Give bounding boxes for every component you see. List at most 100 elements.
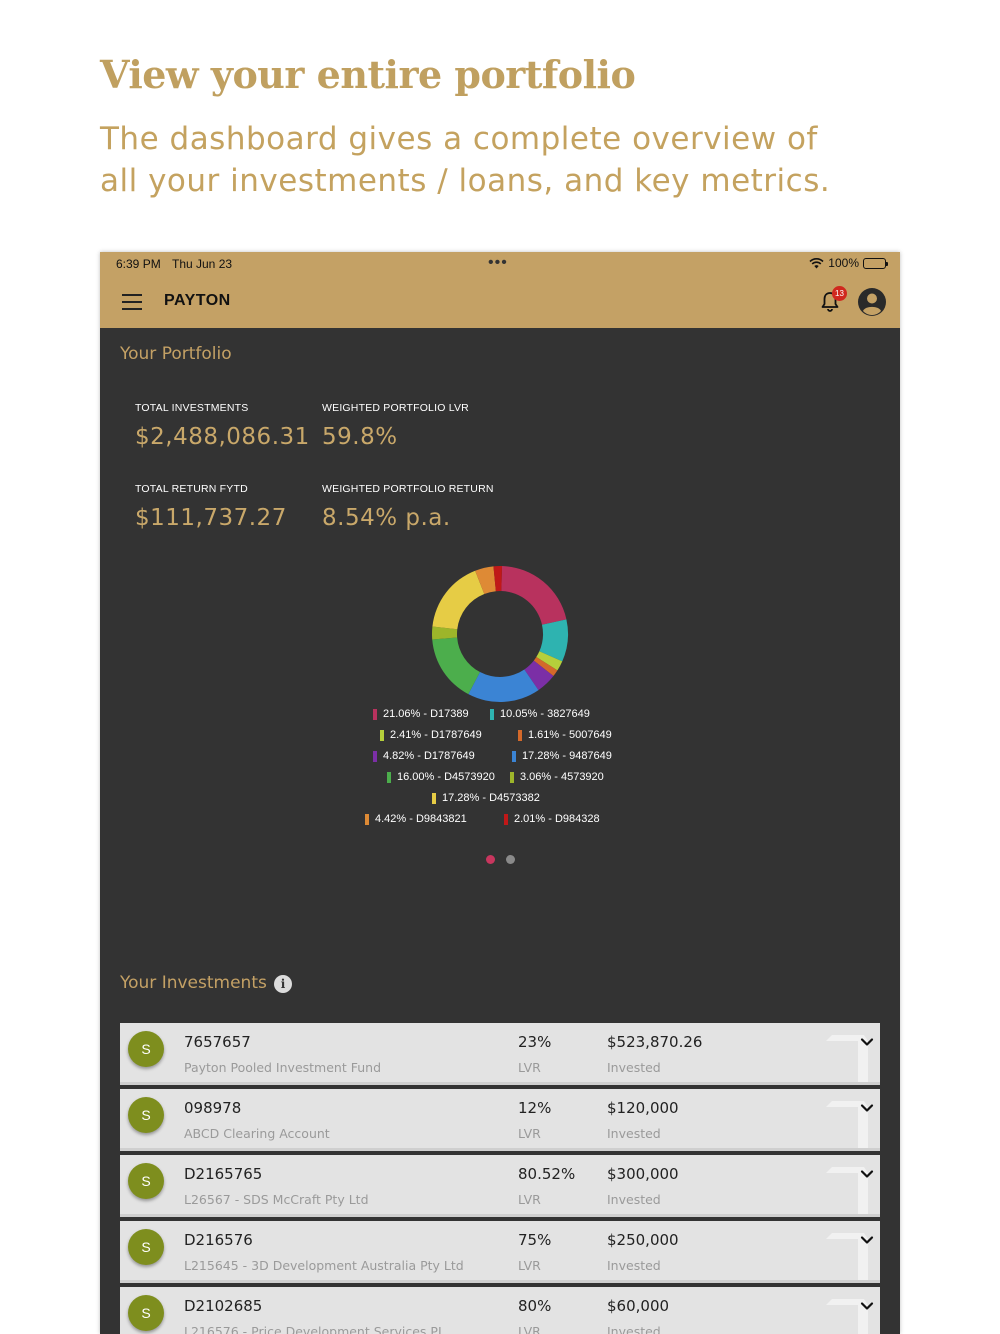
marketing-subheadline: The dashboard gives a complete overview … (100, 121, 831, 199)
investment-name: L215645 - 3D Development Australia Pty L… (184, 1258, 464, 1273)
legend-item-10: 2.01% - D984328 (504, 813, 600, 825)
investment-name: L26567 - SDS McCraft Pty Ltd (184, 1192, 369, 1207)
investment-lvr-label: LVR (518, 1324, 541, 1334)
chart-pager (486, 855, 515, 864)
investment-avatar: S (128, 1163, 164, 1199)
investment-lvr: 12% (518, 1099, 552, 1117)
battery-icon (863, 257, 888, 269)
total-investments-label: TOTAL INVESTMENTS (135, 402, 249, 414)
legend-swatch (510, 771, 514, 783)
legend-label: 1.61% - 5007649 (528, 729, 612, 741)
investment-card[interactable]: S 7657657 Payton Pooled Investment Fund … (120, 1023, 880, 1085)
donut-slice-4[interactable] (524, 660, 554, 691)
legend-label: 2.01% - D984328 (514, 813, 600, 825)
donut-slice-1[interactable] (539, 619, 568, 662)
investment-lvr-label: LVR (518, 1126, 541, 1141)
legend-item-7: 3.06% - 4573920 (510, 771, 604, 783)
chevron-down-icon[interactable] (860, 1299, 874, 1313)
legend-item-3: 1.61% - 5007649 (518, 729, 612, 741)
donut-slice-10[interactable] (493, 566, 503, 592)
investment-avatar: S (128, 1229, 164, 1265)
card-watermark-icon (826, 1233, 868, 1280)
legend-item-4: 4.82% - D1787649 (373, 750, 475, 762)
legend-swatch (373, 708, 377, 720)
chevron-down-icon[interactable] (860, 1035, 874, 1049)
profile-icon[interactable] (857, 287, 887, 317)
chevron-down-icon[interactable] (860, 1233, 874, 1247)
legend-item-8: 17.28% - D4573382 (432, 792, 540, 804)
multitasking-dots-icon[interactable]: ••• (488, 254, 508, 271)
legend-label: 10.05% - 3827649 (500, 708, 590, 720)
donut-slice-2[interactable] (536, 651, 563, 671)
investment-card[interactable]: S 098978 ABCD Clearing Account 12% LVR $… (120, 1089, 880, 1151)
legend-swatch (432, 792, 436, 804)
legend-item-5: 17.28% - 9487649 (512, 750, 612, 762)
card-watermark-icon (826, 1299, 868, 1334)
investment-id: D2165765 (184, 1165, 263, 1183)
legend-item-9: 4.42% - D9843821 (365, 813, 467, 825)
brand-title: PAYTON (164, 292, 231, 309)
investment-avatar: S (128, 1031, 164, 1067)
notification-badge: 13 (832, 286, 847, 301)
donut-slice-3[interactable] (533, 657, 558, 677)
investment-name: Payton Pooled Investment Fund (184, 1060, 381, 1075)
chevron-down-icon[interactable] (860, 1101, 874, 1115)
investment-name: L216576 - Price Development Services PL (184, 1324, 445, 1334)
weighted-return-label: WEIGHTED PORTFOLIO RETURN (322, 483, 494, 495)
total-return-value: $111,737.27 (135, 505, 287, 531)
donut-slice-7[interactable] (432, 626, 458, 640)
investment-lvr-label: LVR (518, 1192, 541, 1207)
legend-label: 3.06% - 4573920 (520, 771, 604, 783)
investment-lvr-label: LVR (518, 1258, 541, 1273)
investment-id: D216576 (184, 1231, 253, 1249)
legend-swatch (387, 771, 391, 783)
investment-id: D2102685 (184, 1297, 263, 1315)
investment-amount-label: Invested (607, 1324, 661, 1334)
legend-item-6: 16.00% - D4573920 (387, 771, 495, 783)
donut-slice-0[interactable] (501, 566, 567, 625)
legend-label: 4.42% - D9843821 (375, 813, 467, 825)
legend-swatch (365, 813, 369, 825)
investment-lvr: 80% (518, 1297, 552, 1315)
status-time: 6:39 PM (116, 257, 161, 271)
investment-avatar: S (128, 1097, 164, 1133)
investment-card[interactable]: S D2102685 L216576 - Price Development S… (120, 1287, 880, 1334)
status-bar: 6:39 PM Thu Jun 23 ••• 100% (100, 252, 900, 276)
legend-item-2: 2.41% - D1787649 (380, 729, 482, 741)
portfolio-title: Your Portfolio (120, 344, 232, 364)
legend-label: 2.41% - D1787649 (390, 729, 482, 741)
donut-slice-8[interactable] (432, 570, 485, 630)
legend-item-1: 10.05% - 3827649 (490, 708, 590, 720)
donut-slice-9[interactable] (475, 566, 496, 594)
investment-card[interactable]: S D2165765 L26567 - SDS McCraft Pty Ltd … (120, 1155, 880, 1217)
app-screen: 6:39 PM Thu Jun 23 ••• 100% PAYTON 13 (100, 252, 900, 1334)
investment-amount-label: Invested (607, 1192, 661, 1207)
investment-amount-label: Invested (607, 1060, 661, 1075)
investment-id: 098978 (184, 1099, 242, 1117)
status-date: Thu Jun 23 (172, 257, 233, 271)
investment-name: ABCD Clearing Account (184, 1126, 330, 1141)
donut-slice-6[interactable] (432, 637, 480, 695)
investment-card[interactable]: S D216576 L215645 - 3D Development Austr… (120, 1221, 880, 1283)
investment-amount: $300,000 (607, 1165, 679, 1183)
total-investments-value: $2,488,086.31 (135, 424, 310, 450)
total-return-label: TOTAL RETURN FYTD (135, 483, 248, 495)
menu-icon[interactable] (122, 294, 142, 310)
legend-label: 16.00% - D4573920 (397, 771, 495, 783)
info-icon[interactable]: i (274, 975, 292, 993)
investment-amount-label: Invested (607, 1126, 661, 1141)
investment-lvr-label: LVR (518, 1060, 541, 1075)
legend-swatch (504, 813, 508, 825)
legend-label: 17.28% - D4573382 (442, 792, 540, 804)
chevron-down-icon[interactable] (860, 1167, 874, 1181)
portfolio-donut-chart[interactable] (430, 564, 570, 704)
top-bar: 6:39 PM Thu Jun 23 ••• 100% PAYTON 13 (100, 252, 900, 328)
card-watermark-icon (826, 1101, 868, 1148)
legend-label: 4.82% - D1787649 (383, 750, 475, 762)
weighted-return-value: 8.54% p.a. (322, 505, 451, 531)
pager-dot-active[interactable] (486, 855, 495, 864)
legend-item-0: 21.06% - D17389 (373, 708, 469, 720)
donut-slice-5[interactable] (468, 669, 539, 702)
pager-dot[interactable] (506, 855, 515, 864)
investment-amount: $523,870.26 (607, 1033, 703, 1051)
